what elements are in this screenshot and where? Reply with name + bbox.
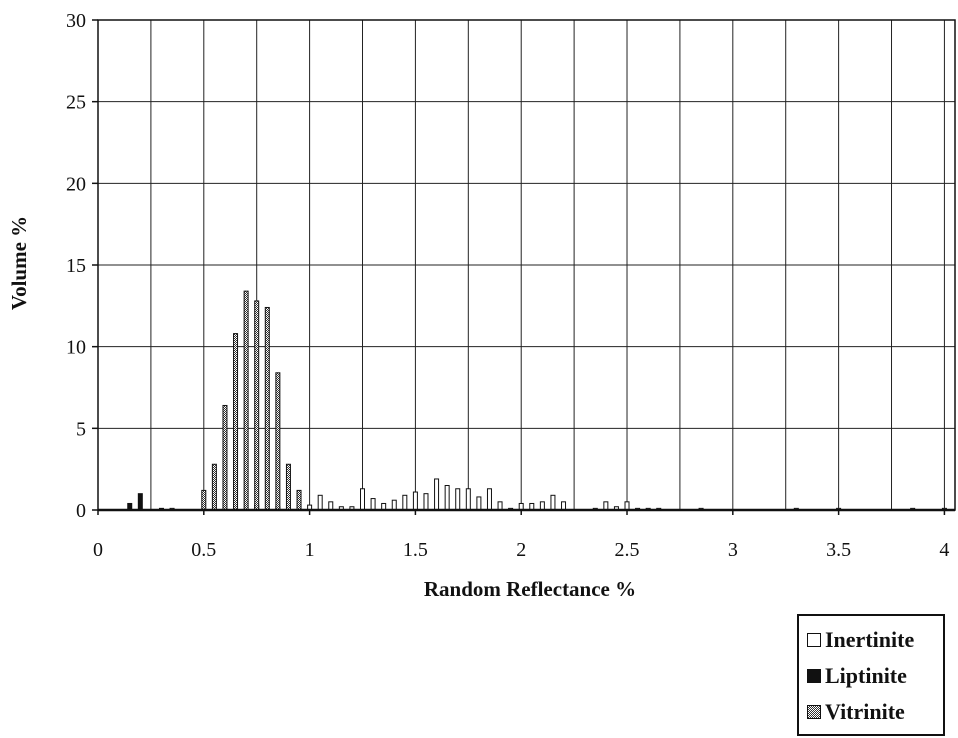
vitrinite-swatch-icon (807, 705, 821, 719)
bar-inertinite (317, 494, 323, 511)
y-tick-label: 5 (76, 418, 86, 440)
bar-inertinite (550, 494, 556, 511)
bar-inertinite (370, 498, 376, 511)
bar-inertinite (465, 488, 471, 511)
bar-vitrinite (296, 489, 302, 511)
legend: Inertinite Liptinite Vitrinite (797, 614, 945, 736)
legend-label-vitrinite: Vitrinite (825, 699, 905, 724)
bar-inertinite (434, 478, 440, 511)
bar-inertinite (423, 493, 429, 511)
inertinite-swatch-icon (807, 633, 821, 647)
bar-vitrinite (201, 489, 207, 511)
x-tick-label: 0.5 (191, 539, 216, 561)
x-tick-label: 0 (93, 539, 103, 561)
y-tick-label: 10 (66, 337, 86, 359)
bar-inertinite (455, 488, 461, 511)
legend-item-inertinite: Inertinite (807, 622, 937, 658)
bar-inertinite (360, 488, 366, 511)
x-tick-label: 1 (305, 539, 315, 561)
bar-vitrinite (254, 300, 260, 511)
bar-vitrinite (264, 306, 270, 511)
legend-label-inertinite: Inertinite (825, 627, 915, 652)
bar-inertinite (391, 499, 397, 511)
liptinite-swatch-icon (807, 669, 821, 683)
legend-item-liptinite: Liptinite (807, 658, 937, 694)
bar-vitrinite (211, 463, 217, 511)
bar-inertinite (476, 496, 482, 511)
bar-vitrinite (233, 333, 239, 511)
x-tick-label: 2.5 (615, 539, 640, 561)
bar-liptinite (137, 493, 143, 511)
bar-inertinite (486, 488, 492, 511)
y-tick-label: 25 (66, 92, 86, 114)
x-tick-label: 1.5 (403, 539, 428, 561)
bar-inertinite (402, 494, 408, 511)
x-tick-label: 2 (516, 539, 526, 561)
x-tick-label: 3.5 (826, 539, 851, 561)
bar-inertinite (444, 485, 450, 511)
y-tick-label: 0 (76, 500, 86, 522)
plot-area: 0 5 10 15 20 25 30 0 0.5 1 1.5 2 2.5 3 3.5 4 (66, 10, 956, 561)
bar-vitrinite (243, 290, 249, 511)
legend-label-liptinite: Liptinite (825, 663, 907, 688)
y-axis-title: Volume % (7, 216, 31, 310)
x-tick-label: 4 (939, 539, 949, 561)
y-tick-label: 30 (66, 10, 86, 32)
y-tick-label: 20 (66, 173, 86, 195)
bar-vitrinite (285, 463, 291, 511)
bar-inertinite (412, 491, 418, 511)
x-tick-label: 3 (728, 539, 738, 561)
y-tick-label: 15 (66, 255, 86, 277)
legend-item-vitrinite: Vitrinite (807, 694, 937, 730)
x-axis-title: Random Reflectance % (424, 577, 636, 601)
bar-vitrinite (222, 404, 228, 511)
bar-vitrinite (275, 372, 281, 511)
